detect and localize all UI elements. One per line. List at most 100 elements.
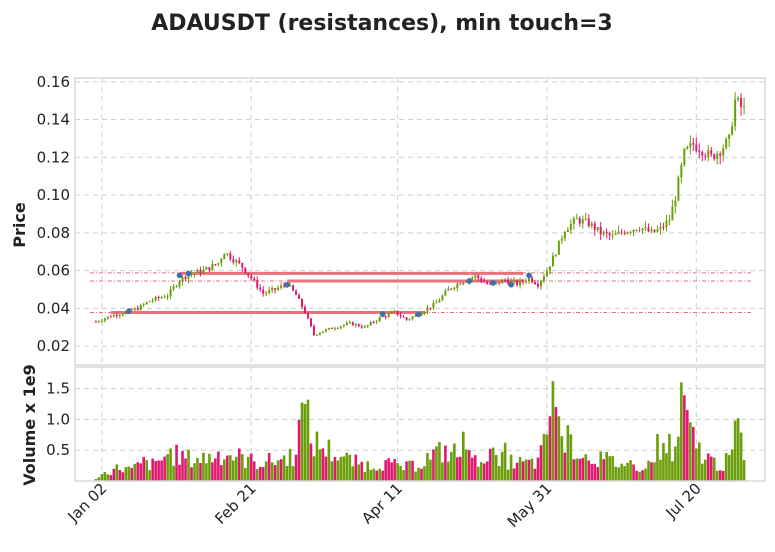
volume-bar <box>127 466 131 481</box>
volume-bar <box>653 462 656 481</box>
volume-bar <box>396 463 399 481</box>
volume-bar <box>515 462 519 481</box>
candle-body <box>250 275 253 279</box>
volume-bar <box>145 460 148 481</box>
candle-body <box>226 253 229 255</box>
touch-points <box>125 270 532 318</box>
volume-bar <box>315 431 319 481</box>
candle-body <box>554 254 557 256</box>
candle-body <box>115 314 118 316</box>
candle-body <box>734 99 737 127</box>
candle-body <box>211 264 214 271</box>
candle-body <box>348 322 351 324</box>
volume-bar <box>677 436 680 481</box>
candle-body <box>704 155 707 157</box>
candle-body <box>321 331 324 333</box>
volume-bar <box>285 466 289 481</box>
candle-body <box>196 269 199 274</box>
candle-body <box>289 285 292 287</box>
candle-body <box>534 282 536 285</box>
candle-body <box>238 260 241 264</box>
price-panel-grid <box>75 78 765 365</box>
price-y-tick-label: 0.02 <box>37 337 70 355</box>
candle-body <box>366 325 369 327</box>
volume-bar <box>109 475 113 481</box>
volume-bar <box>560 436 564 481</box>
candle-body <box>217 263 220 265</box>
volume-bar <box>536 457 540 481</box>
volume-bar <box>530 458 534 481</box>
candle-body <box>354 324 357 326</box>
candle-body <box>623 232 626 234</box>
candle-body <box>737 97 740 100</box>
candle-body <box>453 287 456 289</box>
volume-bar <box>408 460 411 481</box>
volume-bar <box>700 463 704 481</box>
candle-body <box>590 223 593 226</box>
volume-bar <box>659 459 662 481</box>
volume-bar <box>229 455 232 481</box>
volume-bar <box>456 457 459 481</box>
volume-bar <box>303 403 307 481</box>
volume-bar <box>488 448 492 481</box>
volume-bar <box>548 416 552 481</box>
candle-body <box>617 231 620 234</box>
candle-body <box>342 324 345 327</box>
candle-body <box>304 306 306 314</box>
candle-body <box>235 260 238 263</box>
volume-bar <box>596 467 600 481</box>
volume-bar <box>718 470 722 481</box>
candle-body <box>548 266 551 272</box>
volume-bar <box>665 453 668 481</box>
candle-body <box>292 285 295 291</box>
candle-body <box>438 300 441 303</box>
volume-bar <box>399 466 402 481</box>
candle-body <box>522 280 525 282</box>
candle-body <box>483 281 486 283</box>
candle-body <box>220 259 223 264</box>
candle-body <box>495 282 498 284</box>
candle-body <box>172 286 175 290</box>
volume-bar <box>118 469 122 481</box>
candle-body <box>581 219 584 224</box>
candle-body <box>363 326 366 328</box>
volume-bar <box>190 467 193 481</box>
price-y-tick-label: 0.16 <box>37 73 70 91</box>
candle-body <box>489 283 492 285</box>
candle-body <box>698 150 701 153</box>
volume-bar <box>321 448 325 481</box>
candle-body <box>324 329 327 332</box>
candle-body <box>369 322 372 326</box>
price-y-tick-label: 0.14 <box>37 111 70 129</box>
volume-bar <box>602 459 606 481</box>
x-ticks: Jan 02 Feb 21 Apr 11 May 31 Jul 20 <box>64 479 705 531</box>
touch-point <box>125 308 132 314</box>
volume-bar <box>509 454 513 481</box>
candle-body <box>399 314 402 317</box>
candle-body <box>387 313 390 317</box>
volume-bar <box>375 470 378 481</box>
volume-bar <box>620 463 623 481</box>
candle-body <box>513 280 516 282</box>
candlesticks <box>94 92 746 337</box>
candle-body <box>620 231 623 233</box>
volume-bar <box>450 451 453 481</box>
candle-body <box>262 289 265 294</box>
volume-bar <box>291 466 295 481</box>
volume-bar <box>703 459 707 481</box>
candle-body <box>429 307 432 309</box>
volume-bar <box>444 445 447 481</box>
candle-body <box>611 234 614 236</box>
volume-bar <box>249 453 253 481</box>
volume-y-ticks: 0.5 1.0 1.5 <box>46 380 70 460</box>
candle-body <box>208 267 211 271</box>
candle-body <box>716 153 719 160</box>
candle-body <box>605 231 608 234</box>
candle-body <box>414 314 417 317</box>
candle-body <box>683 148 686 165</box>
volume-bar <box>193 463 196 481</box>
volume-bar <box>288 448 292 481</box>
candle-body <box>259 287 262 290</box>
volume-bar <box>706 453 710 481</box>
volume-bar <box>154 461 157 481</box>
